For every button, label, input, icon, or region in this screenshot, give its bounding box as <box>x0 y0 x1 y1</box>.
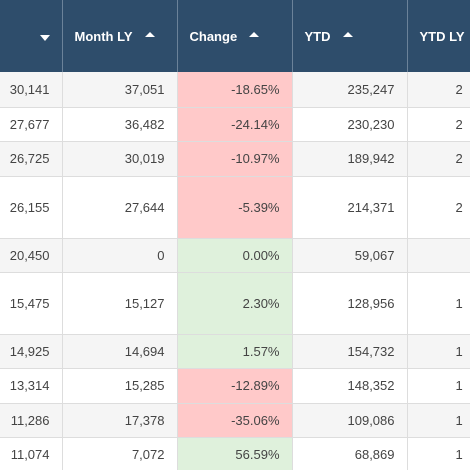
table-row: 11,286 17,378 -35.06% 109,086 1 <box>0 403 470 438</box>
ytd-ly-cell: 1 <box>407 334 470 369</box>
table-row: 11,074 7,072 56.59% 68,869 1 <box>0 437 470 470</box>
ytd-ly-cell: 1 <box>407 437 470 470</box>
ytd-ly-cell: 2 <box>407 72 470 108</box>
change-cell: -18.65% <box>177 72 293 108</box>
ytd-cell: 59,067 <box>292 238 408 273</box>
month-ly-cell: 0 <box>62 238 178 273</box>
change-cell: 1.57% <box>177 334 293 369</box>
ytd-cell: 148,352 <box>292 368 408 404</box>
table-row: 13,314 15,285 -12.89% 148,352 1 <box>0 368 470 404</box>
month-cell: 20,450 <box>0 238 63 273</box>
month-cell: 27,677 <box>0 107 63 142</box>
month-cell: 14,925 <box>0 334 63 369</box>
ytd-ly-cell: 2 <box>407 176 470 239</box>
change-cell: -5.39% <box>177 176 293 239</box>
sort-ascending-icon[interactable] <box>342 31 353 37</box>
ytd-ly-column-header[interactable]: YTD LY <box>407 0 470 72</box>
month-cell: 26,725 <box>0 141 63 177</box>
month-cell: 30,141 <box>0 72 63 108</box>
month-ly-cell: 14,694 <box>62 334 178 369</box>
ytd-cell: 68,869 <box>292 437 408 470</box>
month-cell: 11,286 <box>0 403 63 438</box>
month-cell: 15,475 <box>0 272 63 335</box>
sort-ascending-icon[interactable] <box>249 31 260 37</box>
month-ly-cell: 17,378 <box>62 403 178 438</box>
ytd-ly-cell: 1 <box>407 368 470 404</box>
table-row: 30,141 37,051 -18.65% 235,247 2 <box>0 72 470 108</box>
change-cell: -35.06% <box>177 403 293 438</box>
table-row: 27,677 36,482 -24.14% 230,230 2 <box>0 107 470 142</box>
month-ly-cell: 7,072 <box>62 437 178 470</box>
ytd-ly-cell: 1 <box>407 403 470 438</box>
ytd-ly-cell <box>407 238 470 273</box>
change-cell: 56.59% <box>177 437 293 470</box>
month-ly-cell: 15,285 <box>62 368 178 404</box>
ytd-cell: 109,086 <box>292 403 408 438</box>
sort-ascending-icon[interactable] <box>144 31 155 37</box>
change-column-header[interactable]: Change <box>177 0 293 72</box>
month-ly-cell: 15,127 <box>62 272 178 335</box>
month-ly-header-label: Month LY <box>74 28 133 44</box>
month-ly-cell: 36,482 <box>62 107 178 142</box>
change-cell: 2.30% <box>177 272 293 335</box>
month-ly-column-header[interactable]: Month LY <box>62 0 178 72</box>
ytd-cell: 235,247 <box>292 72 408 108</box>
month-ly-cell: 27,644 <box>62 176 178 239</box>
chevron-down-icon[interactable] <box>39 34 50 41</box>
month-ly-cell: 30,019 <box>62 141 178 177</box>
month-column-header[interactable] <box>0 0 63 72</box>
month-cell: 26,155 <box>0 176 63 239</box>
ytd-ly-cell: 1 <box>407 272 470 335</box>
ytd-cell: 214,371 <box>292 176 408 239</box>
ytd-cell: 230,230 <box>292 107 408 142</box>
table-row: 26,725 30,019 -10.97% 189,942 2 <box>0 141 470 177</box>
ytd-ly-header-label: YTD LY <box>419 28 465 44</box>
ytd-ly-cell: 2 <box>407 107 470 142</box>
table-row: 15,475 15,127 2.30% 128,956 1 <box>0 272 470 335</box>
change-cell: -24.14% <box>177 107 293 142</box>
change-cell: -12.89% <box>177 368 293 404</box>
change-cell: 0.00% <box>177 238 293 273</box>
ytd-cell: 189,942 <box>292 141 408 177</box>
ytd-column-header[interactable]: YTD <box>292 0 408 72</box>
month-cell: 11,074 <box>0 437 63 470</box>
ytd-cell: 128,956 <box>292 272 408 335</box>
ytd-ly-cell: 2 <box>407 141 470 177</box>
ytd-header-label: YTD <box>304 28 331 44</box>
ytd-cell: 154,732 <box>292 334 408 369</box>
table-row: 26,155 27,644 -5.39% 214,371 2 <box>0 176 470 239</box>
month-cell: 13,314 <box>0 368 63 404</box>
month-ly-cell: 37,051 <box>62 72 178 108</box>
table-row: 14,925 14,694 1.57% 154,732 1 <box>0 334 470 369</box>
change-header-label: Change <box>189 28 238 44</box>
header-row: Month LY Change YTD <box>0 0 470 72</box>
table-row: 20,450 0 0.00% 59,067 <box>0 238 470 273</box>
change-cell: -10.97% <box>177 141 293 177</box>
